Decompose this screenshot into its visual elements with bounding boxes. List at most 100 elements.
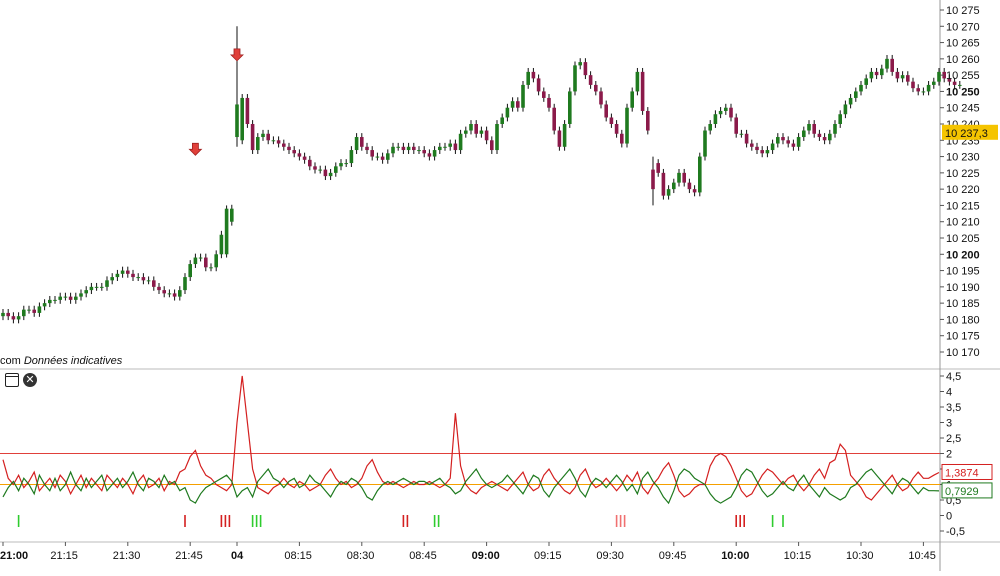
candle-body	[781, 137, 785, 141]
candle-body	[500, 117, 504, 124]
osc-last-value-label: 1,3874	[945, 467, 979, 479]
candle-body	[349, 150, 354, 164]
candle-body	[422, 150, 426, 154]
time-tick-label: 08:30	[347, 550, 375, 562]
osc-tick-label: 4	[946, 387, 952, 399]
candle-body	[245, 97, 250, 124]
candle-body	[531, 71, 536, 79]
candle-body	[703, 130, 707, 157]
price-tick-label: 10 275	[946, 5, 980, 17]
candle-body	[926, 84, 931, 92]
candle-body	[89, 286, 94, 291]
candle-body	[323, 169, 328, 177]
candle-body	[625, 107, 629, 144]
candle-body	[495, 124, 499, 151]
candle-body	[209, 267, 213, 269]
candle-body	[297, 153, 302, 157]
candle-body	[885, 58, 889, 69]
candle-body	[552, 107, 556, 131]
source-disclaimer: Données indicatives	[23, 355, 123, 367]
restore-window-icon[interactable]	[5, 373, 19, 387]
candle-body	[833, 124, 837, 134]
candle-body	[37, 306, 42, 313]
candle-body	[146, 280, 151, 282]
candle-body	[828, 133, 832, 141]
candle-body	[131, 273, 135, 278]
candle-body	[157, 286, 161, 291]
candle-body	[874, 71, 879, 76]
candle-body	[178, 290, 182, 297]
candle-body	[84, 290, 88, 294]
candle-body	[271, 140, 276, 142]
price-tick-label: 10 215	[946, 200, 980, 212]
candle-body	[188, 264, 192, 278]
candle-body	[6, 312, 10, 317]
candle-body	[796, 137, 801, 147]
candle-body	[313, 166, 317, 170]
osc-tick-label: 0	[946, 511, 952, 523]
candle-body	[79, 293, 83, 297]
price-tick-label: 10 260	[946, 54, 980, 66]
time-tick-label: 10:30	[846, 550, 874, 562]
candle-body	[370, 150, 374, 157]
candle-body	[360, 137, 364, 147]
candle-body	[469, 124, 473, 131]
candle-body	[791, 143, 796, 147]
candle-body	[708, 124, 712, 131]
candle-body	[401, 146, 406, 151]
candle-body	[417, 150, 421, 152]
candle-body	[282, 143, 286, 147]
candle-body	[859, 84, 863, 92]
candle-body	[734, 117, 738, 134]
candle-body	[568, 91, 572, 124]
price-tick-label: 10 210	[946, 217, 980, 229]
candle-body	[640, 71, 645, 111]
candle-body	[68, 296, 73, 300]
candle-body	[609, 117, 614, 124]
candle-body	[510, 101, 515, 108]
time-tick-label: 21:45	[175, 550, 203, 562]
candle-body	[760, 150, 764, 154]
time-tick-label: 04	[231, 550, 244, 562]
price-tick-label: 10 225	[946, 168, 980, 180]
candle-body	[542, 91, 546, 98]
candle-body	[94, 286, 99, 288]
candle-body	[354, 137, 359, 151]
current-price-label: 10 237,3	[945, 128, 988, 140]
candle-body	[776, 137, 780, 144]
candle-body	[952, 81, 957, 85]
close-circle-icon[interactable]: ✕	[23, 373, 37, 387]
candle-body	[328, 172, 333, 177]
candle-body	[822, 137, 827, 141]
candle-body	[900, 75, 905, 79]
osc-tick-label: 2	[946, 449, 952, 461]
candle-body	[261, 133, 265, 138]
candle-body	[438, 146, 442, 151]
oscillator-series-line	[2, 467, 940, 505]
candle-body	[890, 58, 894, 72]
candle-body	[344, 163, 348, 165]
candle-body	[547, 97, 551, 108]
candle-body	[942, 71, 946, 79]
time-tick-label: 09:00	[472, 550, 500, 562]
candle-body	[464, 130, 468, 134]
candle-body	[162, 290, 166, 294]
candle-body	[817, 133, 822, 138]
candle-body	[339, 163, 343, 167]
candle-body	[526, 71, 530, 85]
candle-body	[729, 107, 733, 118]
candle-body	[666, 189, 671, 196]
candle-body	[698, 156, 702, 193]
candle-body	[677, 172, 681, 183]
candle-body	[672, 182, 676, 190]
candle-body	[100, 286, 104, 288]
candle-body	[27, 309, 31, 311]
candle-body	[214, 254, 218, 268]
price-tick-label: 10 170	[946, 347, 980, 359]
candle-body	[126, 270, 130, 274]
osc-last-value-badge	[941, 482, 993, 499]
candle-body	[193, 257, 198, 265]
candle-body	[744, 133, 749, 144]
candle-body	[412, 146, 416, 151]
